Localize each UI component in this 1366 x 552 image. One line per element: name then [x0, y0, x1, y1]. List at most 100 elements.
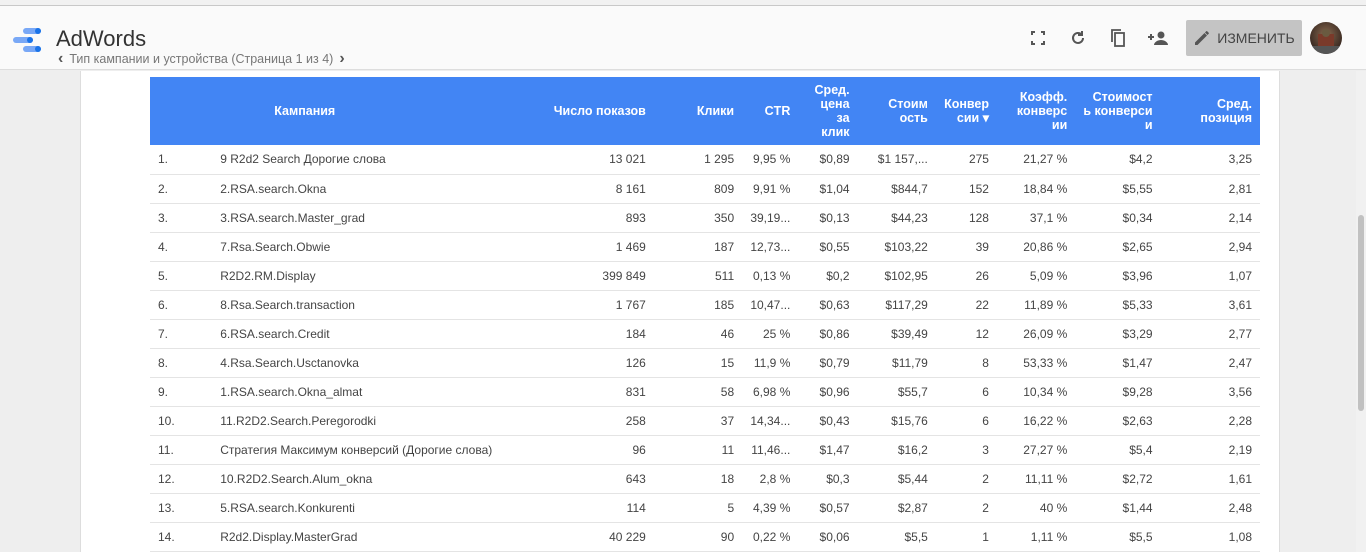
refresh-button[interactable]	[1058, 20, 1098, 56]
table-cell: 96	[513, 435, 654, 465]
table-row[interactable]: 3. 3.RSA.search.Master_grad 893 350 39,19...…	[150, 203, 1260, 233]
table-cell: $11,79	[857, 348, 936, 378]
column-header[interactable]: Кампания	[212, 77, 514, 145]
table-cell: $0,86	[798, 319, 858, 349]
table-cell: 90	[653, 522, 743, 552]
table-cell: $0,89	[798, 145, 858, 175]
table-cell: 2,47	[1160, 348, 1260, 378]
table-cell: 58	[653, 377, 743, 407]
table-cell: 8 161	[513, 174, 654, 204]
scrollbar-thumb[interactable]	[1358, 215, 1364, 411]
browser-top-strip	[0, 0, 1366, 6]
table-cell: 13.	[150, 493, 213, 523]
table-cell: 126	[513, 348, 654, 378]
next-page-icon[interactable]: ›	[339, 50, 345, 67]
table-cell: $4,2	[1075, 145, 1161, 175]
table-cell: 1	[935, 522, 997, 552]
table-cell: R2d2.Display.MasterGrad	[212, 522, 514, 552]
column-header[interactable]: Сред. позиция	[1160, 77, 1260, 145]
table-row[interactable]: 11. Стратегия Максимум конверсий (Дорогие…	[150, 435, 1260, 465]
table-cell: $0,2	[798, 261, 858, 291]
table-cell: $2,72	[1075, 464, 1161, 494]
column-header[interactable]: CTR	[742, 77, 799, 145]
table-cell: 0,22 %	[742, 522, 799, 552]
table-cell: 114	[513, 493, 654, 523]
column-header[interactable]: Клики	[653, 77, 743, 145]
table-cell: 18,84 %	[996, 174, 1076, 204]
table-cell: $5,4	[1075, 435, 1161, 465]
user-avatar[interactable]	[1310, 22, 1342, 54]
table-cell: 9,91 %	[742, 174, 799, 204]
column-header[interactable]	[150, 77, 213, 145]
table-cell: 20,86 %	[996, 232, 1076, 262]
table-cell: 16,22 %	[996, 406, 1076, 436]
edit-button[interactable]: ИЗМЕНИТЬ	[1186, 20, 1302, 56]
table-cell: 11,9 %	[742, 348, 799, 378]
table-cell: 8.	[150, 348, 213, 378]
table-cell: $0,55	[798, 232, 858, 262]
column-header[interactable]: Конвер сии ▾	[935, 77, 997, 145]
page-scrollbar[interactable]	[1356, 71, 1366, 552]
avatar-photo-icon	[1310, 29, 1342, 54]
table-cell: 2.RSA.search.Okna	[212, 174, 514, 204]
table-cell: 8	[935, 348, 997, 378]
table-row[interactable]: 4. 7.Rsa.Search.Obwie 1 469 187 12,73... $0,5…	[150, 232, 1260, 262]
table-cell: $0,3	[798, 464, 858, 494]
column-header[interactable]: Сред. цена за клик	[798, 77, 858, 145]
campaign-table: Кампания Число показов Клики CTR Сред. цена …	[150, 77, 1260, 552]
table-cell: $2,65	[1075, 232, 1161, 262]
table-cell: 2,48	[1160, 493, 1260, 523]
table-cell: $1,47	[798, 435, 858, 465]
table-cell: 1 469	[513, 232, 654, 262]
table-cell: $0,63	[798, 290, 858, 320]
table-cell: 1,61	[1160, 464, 1260, 494]
table-row[interactable]: 12. 10.R2D2.Search.Alum_okna 643 18 2,8 % $0,…	[150, 464, 1260, 494]
table-row[interactable]: 13. 5.RSA.search.Konkurenti 114 5 4,39 % $0,5…	[150, 493, 1260, 523]
table-row[interactable]: 10. 11.R2D2.Search.Peregorodki 258 37 14,34.…	[150, 406, 1260, 436]
table-cell: 11	[653, 435, 743, 465]
table-cell: 40 %	[996, 493, 1076, 523]
table-row[interactable]: 1. 9 R2d2 Search Дорогие слова 13 021 1 295…	[150, 145, 1260, 175]
refresh-icon	[1072, 31, 1084, 44]
table-cell: 3,56	[1160, 377, 1260, 407]
column-header[interactable]: Коэфф. конверс ии	[996, 77, 1076, 145]
share-button[interactable]	[1138, 20, 1178, 56]
table-row[interactable]: 5. R2D2.RM.Display 399 849 511 0,13 % $0,2 $10…	[150, 261, 1260, 291]
table-row[interactable]: 6. 8.Rsa.Search.transaction 1 767 185 10,47.…	[150, 290, 1260, 320]
table-cell: 6	[935, 406, 997, 436]
previous-page-icon[interactable]: ‹	[58, 50, 64, 67]
table-row[interactable]: 9. 1.RSA.search.Okna_almat 831 58 6,98 % $0,9…	[150, 377, 1260, 407]
table-cell: 399 849	[513, 261, 654, 291]
table-cell: $0,57	[798, 493, 858, 523]
copy-button[interactable]	[1098, 20, 1138, 56]
table-row[interactable]: 7. 6.RSA.search.Credit 184 46 25 % $0,86 $39,4…	[150, 319, 1260, 349]
column-header[interactable]: Стоимост ь конверси и	[1075, 77, 1161, 145]
table-cell: $1 157,...	[857, 145, 936, 175]
table-row[interactable]: 2. 2.RSA.search.Okna 8 161 809 9,91 % $1,04 $8…	[150, 174, 1260, 204]
table-cell: 9.	[150, 377, 213, 407]
table-cell: 1 295	[653, 145, 743, 175]
table-cell: $1,47	[1075, 348, 1161, 378]
table-cell: 185	[653, 290, 743, 320]
table-cell: 27,27 %	[996, 435, 1076, 465]
table-cell: 12.	[150, 464, 213, 494]
fullscreen-button[interactable]	[1018, 20, 1058, 56]
table-cell: $16,2	[857, 435, 936, 465]
table-cell: $2,87	[857, 493, 936, 523]
table-cell: 6.RSA.search.Credit	[212, 319, 514, 349]
table-row[interactable]: 8. 4.Rsa.Search.Usctanovka 126 15 11,9 % $0,7…	[150, 348, 1260, 378]
table-cell: 1,11 %	[996, 522, 1076, 552]
column-header[interactable]: Число показов	[513, 77, 654, 145]
table-cell: $102,95	[857, 261, 936, 291]
table-cell: $0,96	[798, 377, 858, 407]
table-cell: 1.RSA.search.Okna_almat	[212, 377, 514, 407]
table-cell: 15	[653, 348, 743, 378]
table-cell: 511	[653, 261, 743, 291]
table-cell: 809	[653, 174, 743, 204]
table-row[interactable]: 14. R2d2.Display.MasterGrad 40 229 90 0,22 %…	[150, 522, 1260, 552]
column-header[interactable]: Стоим ость	[857, 77, 936, 145]
table-cell: 11.R2D2.Search.Peregorodki	[212, 406, 514, 436]
table-cell: 643	[513, 464, 654, 494]
report-title: AdWords	[56, 26, 147, 51]
table-cell: 128	[935, 203, 997, 233]
